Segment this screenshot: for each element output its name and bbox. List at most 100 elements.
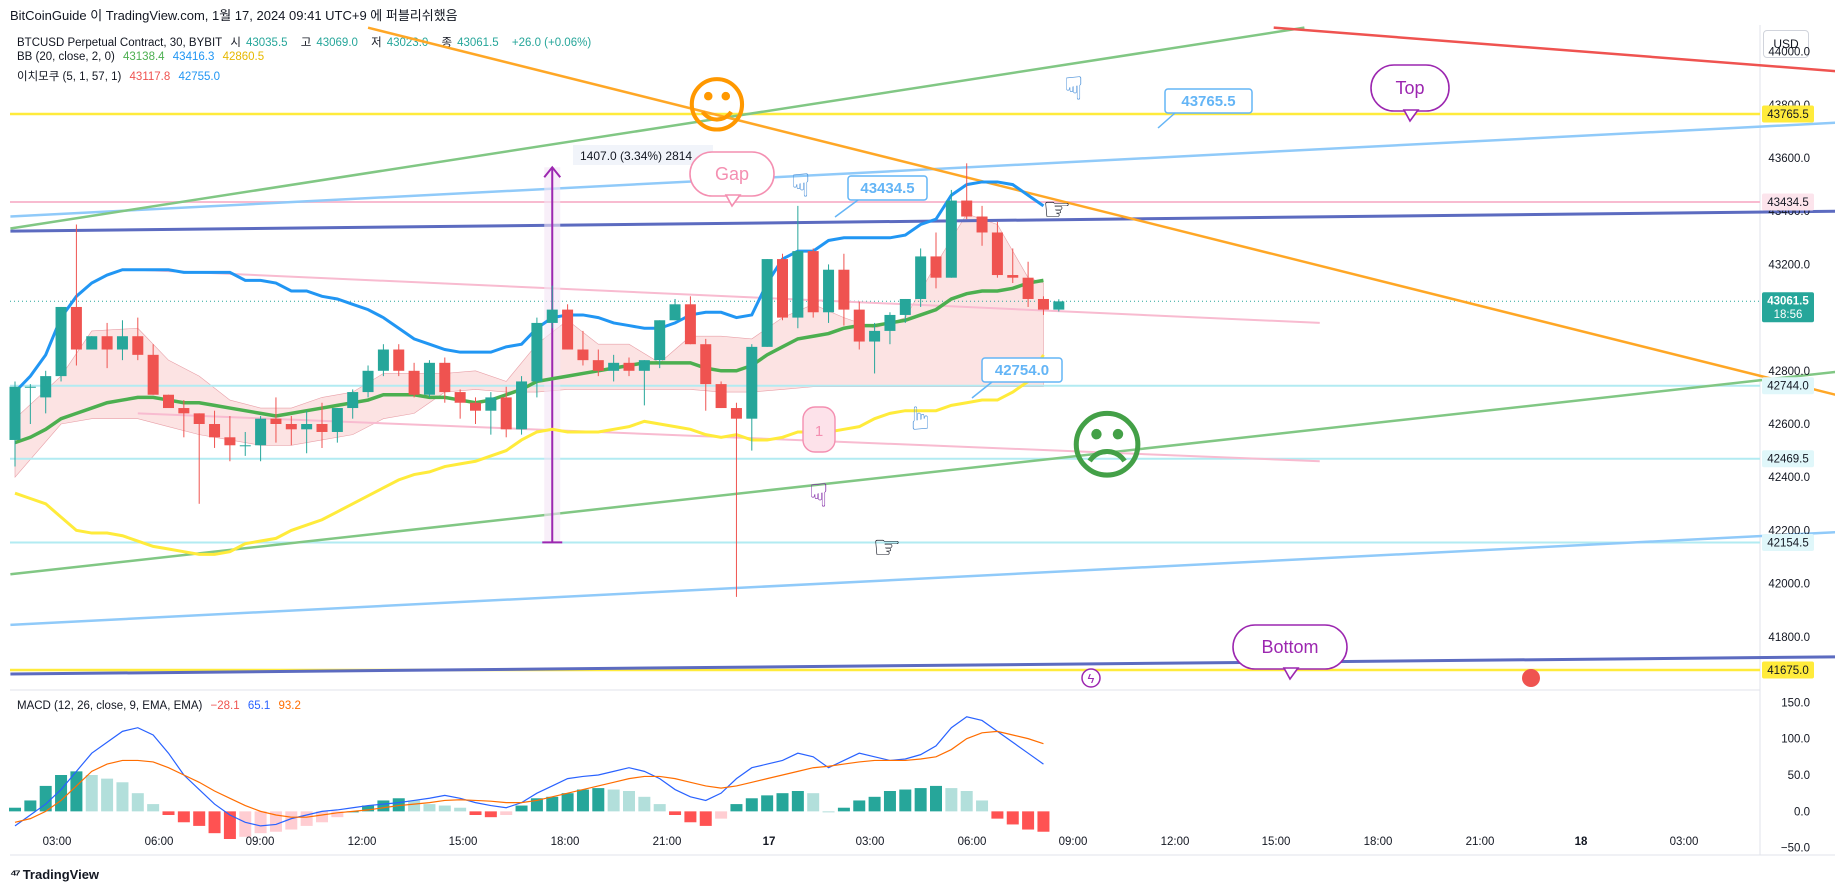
candle-body <box>163 394 174 409</box>
macd-histogram-bar <box>131 793 144 812</box>
candle-body <box>807 251 819 313</box>
macd-histogram-bar <box>822 811 835 813</box>
bb-name: BB (20, close, 2, 0) <box>17 51 115 63</box>
price-axis-label: 42000.0 <box>1768 579 1810 591</box>
macd-histogram-bar <box>1037 811 1050 832</box>
pointing-hand-icon: ☞ <box>782 171 820 200</box>
time-axis-label: 21:00 <box>1466 836 1495 848</box>
candle-body <box>454 392 466 403</box>
macd-histogram-bar <box>761 795 774 812</box>
ichimoku-b-value: 42755.0 <box>178 71 221 83</box>
candle-body <box>945 200 957 278</box>
candle-body <box>393 349 405 371</box>
macd-histogram-bar <box>837 807 850 812</box>
callout-42754-tail <box>971 381 993 399</box>
macd-histogram-bar <box>177 811 190 823</box>
callout-gap-label: Gap <box>715 164 749 184</box>
macd-legend: MACD (12, 26, close, 9, EMA, EMA) −28.1 … <box>17 700 306 712</box>
macd-histogram-bar <box>254 811 267 834</box>
candle-body <box>439 362 451 393</box>
price-axis-label: 43600.0 <box>1768 153 1810 165</box>
macd-histogram-bar <box>684 811 697 823</box>
macd-axis-label: 100.0 <box>1781 734 1810 746</box>
sad-emoji-icon: ☹ <box>1067 401 1146 490</box>
ichimoku-cloud <box>14 213 1044 479</box>
price-axis-label: 44000.0 <box>1768 47 1810 59</box>
candle-body <box>362 370 374 393</box>
macd-histogram-bar <box>715 811 728 819</box>
price-axis-label: 41800.0 <box>1768 632 1810 644</box>
macd-histogram-bar <box>576 789 589 812</box>
macd-histogram-bar <box>515 805 528 812</box>
candle-body <box>792 251 804 318</box>
macd-name: MACD (12, 26, close, 9, EMA, EMA) <box>17 700 203 712</box>
candle-body <box>1037 298 1049 310</box>
measure-arrow <box>543 165 562 178</box>
candle-body <box>1007 275 1019 278</box>
macd-histogram-bar <box>1022 811 1035 830</box>
macd-histogram-bar <box>285 811 298 830</box>
macd-histogram-bar <box>930 785 942 812</box>
macd-histogram-bar <box>454 807 467 812</box>
macd-histogram-bar <box>960 791 973 812</box>
macd-histogram-bar <box>1006 811 1019 825</box>
macd-line-value: 65.1 <box>247 700 271 712</box>
price-tag-label: 41675.0 <box>1767 665 1809 677</box>
event-us-flag-icon[interactable] <box>1522 669 1540 687</box>
candle-body <box>224 437 236 446</box>
tradingview-logo[interactable]: ⁴⁷ TradingView <box>10 866 99 882</box>
callout-43765-tail <box>1157 112 1176 129</box>
time-axis-label: 12:00 <box>1161 836 1190 848</box>
candle-body <box>423 362 435 395</box>
currency-button[interactable]: USD <box>1763 30 1809 58</box>
ichimoku-legend: 이치모쿠 (5, 1, 57, 1) 43117.8 42755.0 <box>17 68 225 84</box>
ichimoku-name: 이치모쿠 (5, 1, 57, 1) <box>17 71 122 83</box>
candle-body <box>991 232 1003 276</box>
candle-body <box>101 336 113 350</box>
bb-up-value: 43416.3 <box>172 51 215 63</box>
candle-body <box>1053 301 1065 310</box>
candle-body <box>86 336 98 350</box>
macd-histogram-bar <box>853 800 866 812</box>
macd-histogram-bar <box>669 811 682 815</box>
candle-body <box>684 304 696 345</box>
candle-body <box>869 330 881 342</box>
candle-body <box>1022 277 1034 299</box>
callout-42754-box <box>981 357 1063 383</box>
candle-body <box>40 376 52 398</box>
price-tag-bg <box>1762 450 1814 468</box>
macd-axis-label: −50.0 <box>1781 843 1810 855</box>
trendline-orange <box>367 26 1835 396</box>
candle-body <box>270 418 282 424</box>
candle-body <box>147 354 159 395</box>
time-axis-label: 06:00 <box>958 836 987 848</box>
time-axis-label: 09:00 <box>246 836 275 848</box>
measure-label-bg <box>573 145 713 165</box>
macd-signal-line <box>14 730 1044 823</box>
open-value: 43035.5 <box>245 37 288 49</box>
candle-body <box>823 269 835 313</box>
candle-body <box>746 346 758 419</box>
macd-line <box>14 716 1044 827</box>
candle-body <box>623 362 635 371</box>
pointing-hand-icon: ☞ <box>873 528 902 566</box>
candle-body <box>316 424 328 432</box>
macd-histogram-bar <box>899 789 912 812</box>
bb-low-value: 42860.5 <box>222 51 265 63</box>
macd-histogram-bar <box>70 771 83 812</box>
candle-body <box>715 384 727 409</box>
macd-histogram-bar <box>638 796 651 812</box>
callout-42754-label: 42754.0 <box>995 362 1049 379</box>
macd-histogram-bar <box>868 796 881 812</box>
time-axis-label: 18:00 <box>551 836 580 848</box>
macd-histogram-bar <box>24 800 37 812</box>
event-lightning-icon[interactable] <box>1081 668 1101 688</box>
price-tag-label: 42469.5 <box>1767 454 1809 466</box>
price-tag-label: 42744.0 <box>1767 381 1809 393</box>
tv-logo-icon: ⁴⁷ <box>10 866 21 882</box>
measure-label: 1407.0 (3.34%) 2814 <box>580 149 692 163</box>
price-tag-bg <box>1762 661 1814 679</box>
macd-histogram-bar <box>392 798 405 812</box>
trendline-navy-bottom <box>10 655 1835 676</box>
